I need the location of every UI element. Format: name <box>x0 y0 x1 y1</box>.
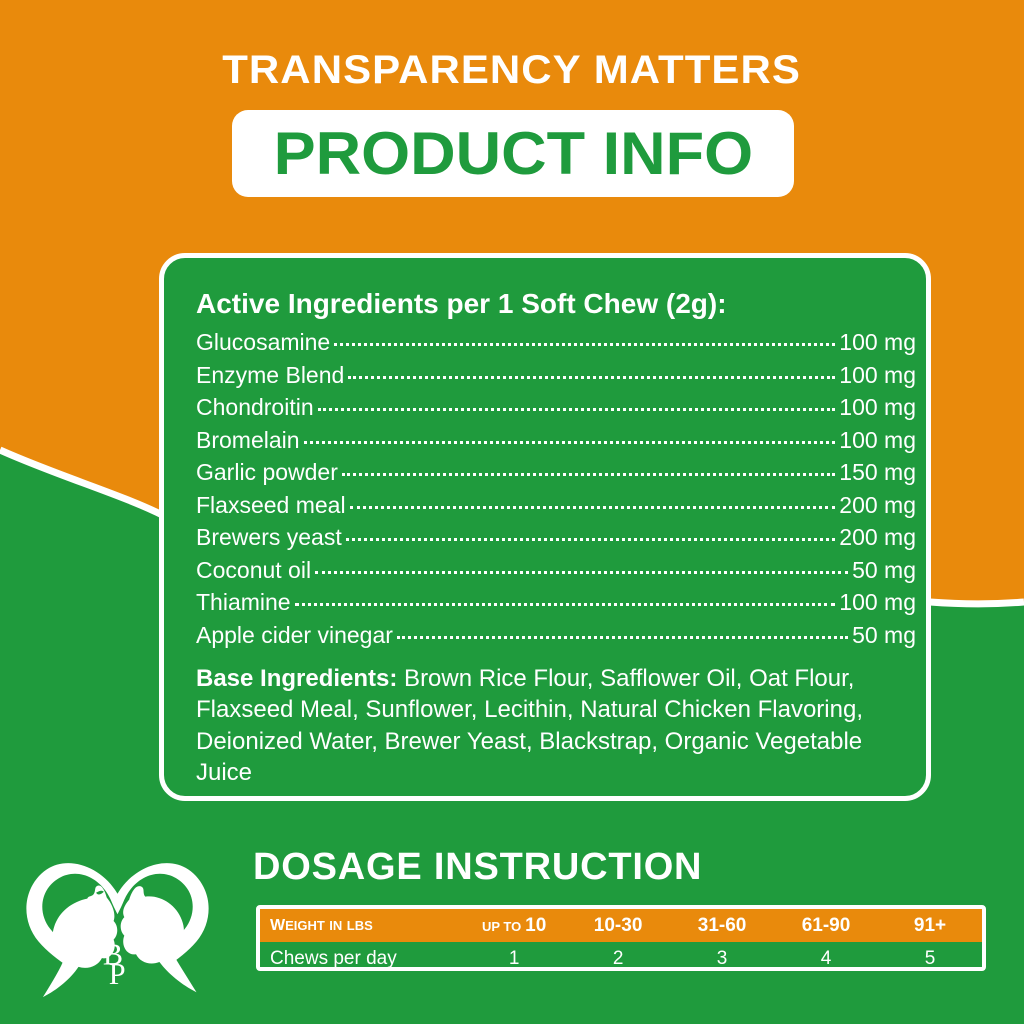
svg-text:P: P <box>109 957 126 991</box>
